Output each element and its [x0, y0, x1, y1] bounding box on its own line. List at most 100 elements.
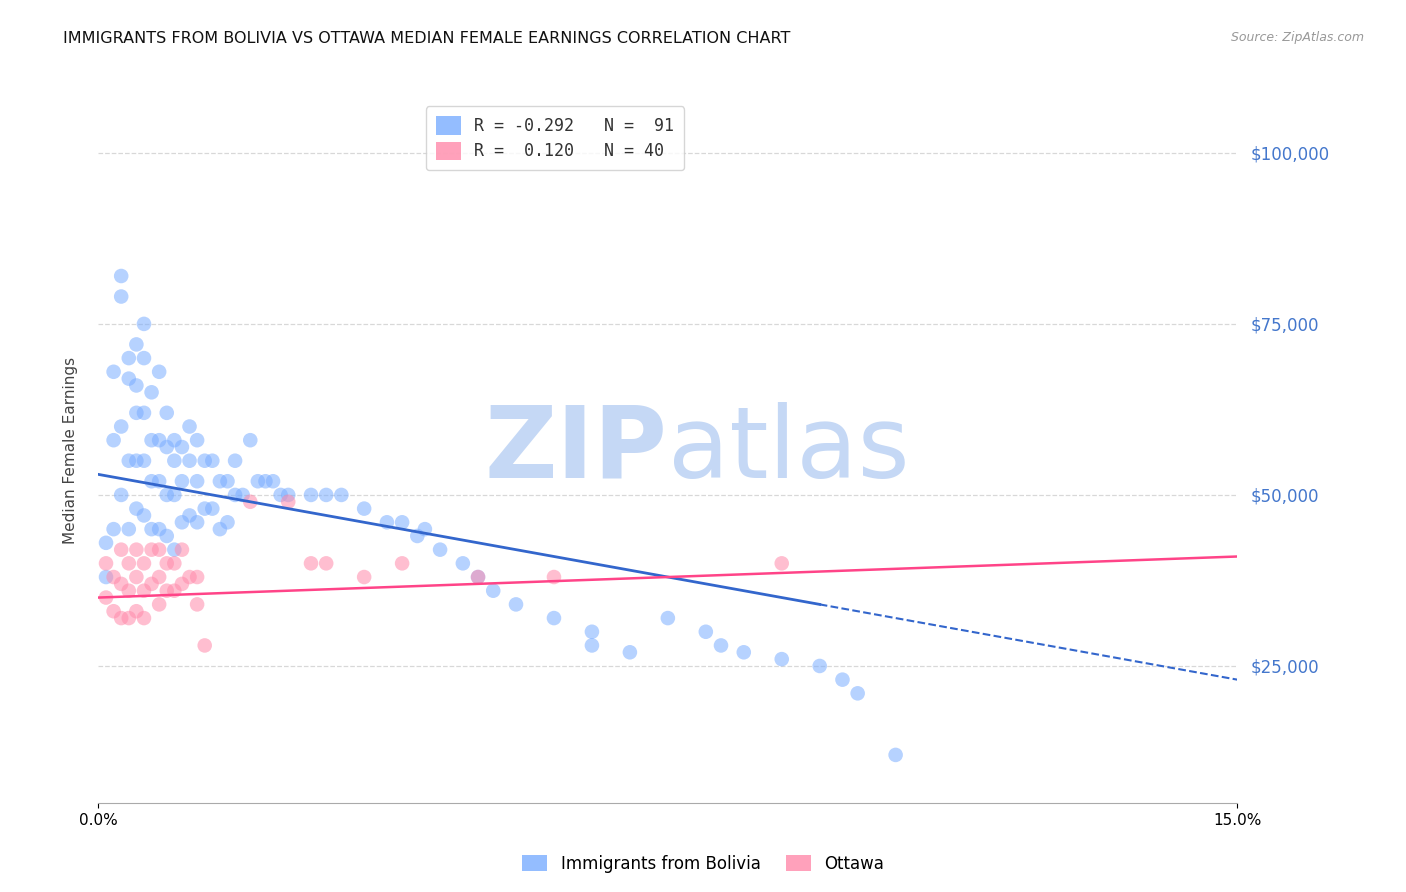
Point: [299, 488, 322, 502]
Point: [125, 542, 148, 557]
Point: [148, 433, 170, 447]
Point: [217, 516, 239, 530]
Point: [186, 516, 208, 530]
Point: [831, 673, 853, 687]
Point: [125, 337, 148, 351]
Point: [581, 639, 603, 653]
Point: [110, 542, 132, 557]
Point: [132, 317, 155, 331]
Point: [132, 454, 155, 468]
Legend: R = -0.292   N =  91, R =  0.120   N = 40: R = -0.292 N = 91, R = 0.120 N = 40: [426, 106, 683, 170]
Y-axis label: Median Female Earnings: Median Female Earnings: [63, 357, 77, 544]
Point: [163, 583, 186, 598]
Point: [125, 406, 148, 420]
Point: [110, 488, 132, 502]
Point: [353, 501, 375, 516]
Point: [163, 488, 186, 502]
Text: atlas: atlas: [668, 402, 910, 499]
Point: [186, 433, 208, 447]
Point: [194, 639, 217, 653]
Point: [103, 570, 125, 584]
Point: [330, 488, 353, 502]
Point: [239, 433, 262, 447]
Point: [246, 475, 269, 489]
Point: [156, 440, 179, 454]
Point: [186, 475, 208, 489]
Point: [118, 351, 141, 365]
Point: [103, 522, 125, 536]
Point: [710, 639, 733, 653]
Point: [118, 522, 141, 536]
Point: [132, 406, 155, 420]
Point: [581, 624, 603, 639]
Point: [353, 570, 375, 584]
Point: [132, 583, 155, 598]
Point: [375, 516, 398, 530]
Point: [179, 454, 201, 468]
Point: [733, 645, 755, 659]
Point: [110, 289, 132, 303]
Point: [179, 570, 201, 584]
Point: [194, 454, 217, 468]
Point: [170, 577, 193, 591]
Point: [315, 488, 337, 502]
Point: [94, 570, 117, 584]
Point: [186, 570, 208, 584]
Point: [619, 645, 641, 659]
Point: [132, 508, 155, 523]
Point: [482, 583, 505, 598]
Point: [141, 522, 163, 536]
Legend: Immigrants from Bolivia, Ottawa: Immigrants from Bolivia, Ottawa: [516, 848, 890, 880]
Point: [94, 591, 117, 605]
Point: [132, 351, 155, 365]
Point: [163, 433, 186, 447]
Point: [170, 440, 193, 454]
Point: [270, 488, 292, 502]
Point: [543, 570, 565, 584]
Point: [103, 604, 125, 618]
Point: [148, 542, 170, 557]
Point: [391, 516, 413, 530]
Point: [657, 611, 679, 625]
Point: [770, 652, 793, 666]
Point: [163, 542, 186, 557]
Point: [451, 557, 474, 571]
Point: [217, 475, 239, 489]
Point: [163, 454, 186, 468]
Point: [254, 475, 277, 489]
Point: [277, 495, 299, 509]
Point: [315, 557, 337, 571]
Point: [299, 557, 322, 571]
Point: [125, 454, 148, 468]
Point: [141, 385, 163, 400]
Point: [406, 529, 429, 543]
Point: [163, 557, 186, 571]
Text: IMMIGRANTS FROM BOLIVIA VS OTTAWA MEDIAN FEMALE EARNINGS CORRELATION CHART: IMMIGRANTS FROM BOLIVIA VS OTTAWA MEDIAN…: [63, 31, 790, 46]
Point: [103, 433, 125, 447]
Point: [232, 488, 254, 502]
Point: [118, 371, 141, 385]
Point: [141, 475, 163, 489]
Point: [148, 475, 170, 489]
Point: [179, 508, 201, 523]
Point: [179, 419, 201, 434]
Point: [132, 611, 155, 625]
Point: [110, 611, 132, 625]
Point: [132, 557, 155, 571]
Point: [695, 624, 717, 639]
Text: ZIP: ZIP: [485, 402, 668, 499]
Point: [125, 604, 148, 618]
Point: [391, 557, 413, 571]
Point: [118, 454, 141, 468]
Point: [118, 611, 141, 625]
Point: [110, 419, 132, 434]
Point: [186, 598, 208, 612]
Point: [262, 475, 284, 489]
Point: [148, 570, 170, 584]
Point: [125, 570, 148, 584]
Point: [846, 686, 869, 700]
Point: [125, 378, 148, 392]
Point: [156, 406, 179, 420]
Point: [413, 522, 436, 536]
Point: [148, 365, 170, 379]
